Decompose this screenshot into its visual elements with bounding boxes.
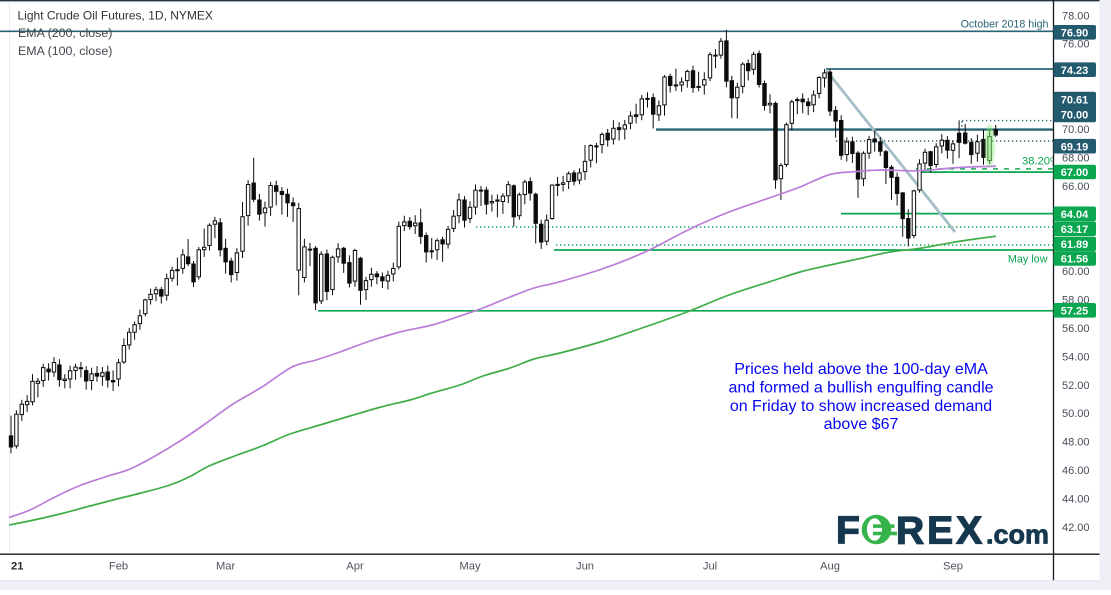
- svg-text:66.00: 66.00: [1062, 181, 1090, 193]
- svg-text:48.00: 48.00: [1062, 437, 1090, 449]
- svg-text:76.00: 76.00: [1062, 39, 1090, 51]
- svg-text:76.90: 76.90: [1061, 28, 1089, 40]
- svg-text:74.23: 74.23: [1061, 65, 1089, 77]
- svg-text:52.00: 52.00: [1062, 380, 1090, 392]
- svg-text:60.00: 60.00: [1062, 266, 1090, 278]
- svg-text:21: 21: [11, 561, 23, 573]
- svg-text:44.00: 44.00: [1062, 493, 1090, 505]
- svg-text:Apr: Apr: [346, 561, 364, 573]
- svg-text:EMA (100, close): EMA (100, close): [18, 44, 112, 58]
- svg-text:REX: REX: [896, 510, 985, 553]
- svg-text:68.00: 68.00: [1062, 152, 1090, 164]
- svg-text:78.00: 78.00: [1062, 10, 1090, 22]
- svg-text:above $67: above $67: [824, 416, 899, 433]
- svg-text:50.00: 50.00: [1062, 408, 1090, 420]
- svg-text:on Friday to show increased de: on Friday to show increased demand: [730, 398, 992, 415]
- svg-text:42.00: 42.00: [1062, 522, 1090, 534]
- svg-text:Jun: Jun: [576, 561, 594, 573]
- svg-text:Mar: Mar: [216, 561, 236, 573]
- svg-text:Aug: Aug: [820, 561, 840, 573]
- svg-text:May low: May low: [1008, 253, 1048, 265]
- svg-text:Jul: Jul: [703, 561, 717, 573]
- svg-text:Light Crude Oil Futures, 1D, N: Light Crude Oil Futures, 1D, NYMEX: [18, 9, 213, 23]
- svg-text:F: F: [836, 510, 860, 553]
- svg-text:and formed a bullish engulfing: and formed a bullish engulfing candle: [728, 379, 993, 396]
- svg-text:57.25: 57.25: [1061, 306, 1089, 318]
- svg-text:Sep: Sep: [943, 561, 963, 573]
- svg-text:70.00: 70.00: [1061, 110, 1089, 122]
- svg-text:Prices held above the 100-day: Prices held above the 100-day eMA: [734, 361, 988, 378]
- svg-text:October 2018 high: October 2018 high: [961, 18, 1049, 30]
- svg-text:61.56: 61.56: [1061, 254, 1089, 266]
- svg-text:70.61: 70.61: [1061, 95, 1089, 107]
- svg-text:70.00: 70.00: [1062, 124, 1090, 136]
- svg-text:May: May: [459, 561, 481, 573]
- svg-text:46.00: 46.00: [1062, 465, 1090, 477]
- svg-text:54.00: 54.00: [1062, 351, 1090, 363]
- svg-text:67.00: 67.00: [1061, 167, 1089, 179]
- svg-text:63.17: 63.17: [1061, 224, 1089, 236]
- svg-text:Feb: Feb: [109, 561, 128, 573]
- svg-text:61.89: 61.89: [1061, 239, 1089, 251]
- svg-text:56.00: 56.00: [1062, 323, 1090, 335]
- svg-text:EMA (200, close): EMA (200, close): [18, 26, 112, 40]
- svg-text:69.19: 69.19: [1061, 141, 1089, 153]
- svg-text:.com: .com: [986, 520, 1049, 550]
- svg-text:64.04: 64.04: [1061, 209, 1089, 221]
